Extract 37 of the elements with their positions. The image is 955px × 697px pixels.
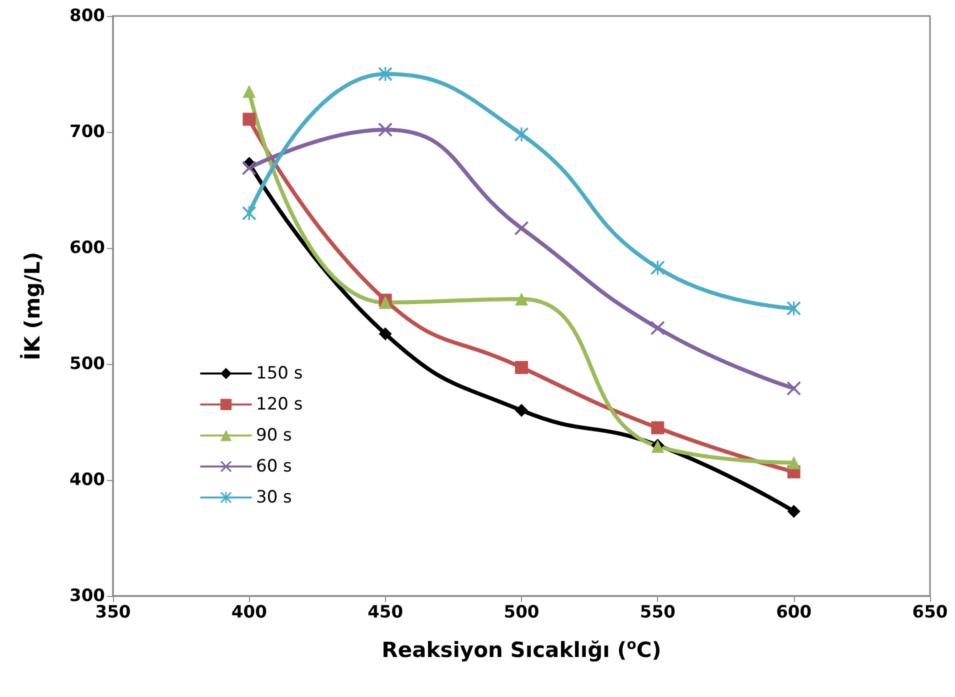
y-tick-label: 800 — [70, 6, 106, 26]
point — [378, 122, 392, 137]
y-axis-title: İK (mg/L) — [20, 252, 44, 360]
point — [786, 301, 801, 316]
point — [242, 112, 256, 126]
point — [378, 327, 392, 340]
x-tick-label: 650 — [912, 602, 948, 622]
point — [242, 160, 256, 175]
x-tick-label: 500 — [504, 602, 540, 622]
point — [242, 206, 256, 220]
point — [514, 221, 528, 236]
x-tick-label: 550 — [640, 602, 676, 622]
point — [786, 381, 801, 396]
point — [378, 67, 392, 81]
x-tick-label: 450 — [368, 602, 404, 622]
legend-label: 120 s — [256, 394, 303, 414]
legend-label: 30 s — [256, 488, 292, 508]
point — [650, 260, 665, 275]
legend-label: 90 s — [256, 426, 292, 446]
point — [378, 296, 392, 310]
legend-label: 150 s — [256, 364, 303, 384]
point — [651, 421, 664, 434]
x-tick-label: 400 — [231, 602, 268, 622]
y-tick-label: 600 — [70, 238, 106, 258]
x-tick-label: 600 — [776, 602, 812, 622]
legend-label: 60 s — [256, 456, 292, 476]
y-tick-label: 400 — [70, 470, 106, 490]
y-tick-label: 700 — [70, 122, 106, 142]
y-tick-label: 500 — [70, 354, 106, 374]
point — [514, 127, 528, 142]
point — [515, 404, 528, 417]
point — [650, 321, 665, 336]
point — [515, 292, 528, 306]
point — [787, 456, 800, 470]
point — [787, 504, 800, 518]
point — [515, 360, 528, 374]
point — [242, 84, 256, 98]
